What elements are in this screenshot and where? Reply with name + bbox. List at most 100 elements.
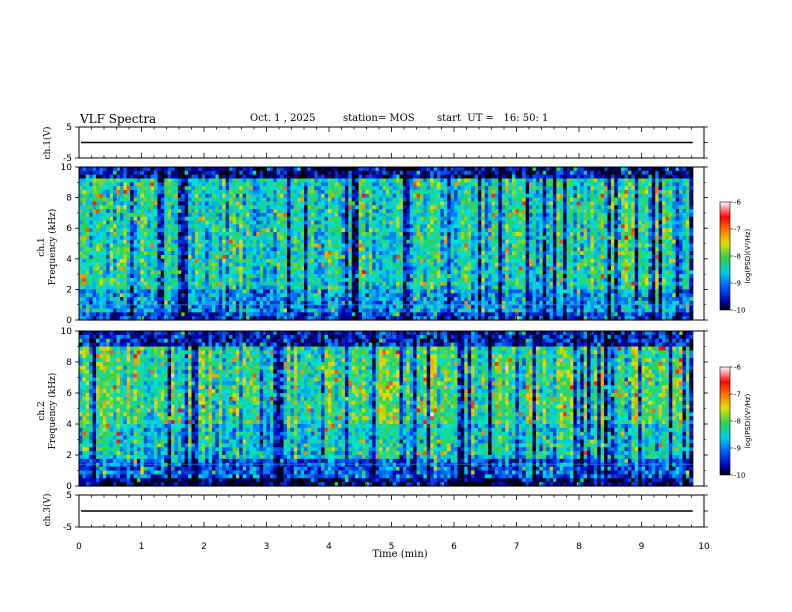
spectrogram-cell: [324, 224, 329, 229]
spectrogram-cell: [280, 293, 285, 298]
spectrogram-cell: [450, 174, 455, 180]
spectrogram-cell: [351, 300, 356, 306]
spectrogram-cell: [174, 308, 179, 313]
spectrogram-cell: [304, 304, 309, 310]
spectrogram-cell: [454, 178, 459, 183]
spectrogram-cell: [229, 312, 234, 317]
spectrogram-cell: [341, 212, 346, 218]
spectrogram-cell: [327, 293, 332, 298]
spectrogram-cell: [273, 182, 278, 187]
spectrogram-cell: [307, 251, 312, 256]
spectrogram-cell: [365, 289, 370, 294]
spectrogram-cell: [484, 304, 489, 310]
spectrogram-cell: [413, 220, 418, 225]
spectrogram-cell: [430, 277, 435, 283]
spectrogram-cell: [467, 258, 472, 264]
spectrogram-cell: [416, 235, 421, 241]
spectrogram-cell: [143, 189, 148, 195]
spectrogram-cell: [82, 289, 87, 294]
spectrogram-cell: [338, 274, 343, 279]
spectrogram-cell: [222, 189, 227, 195]
spectrogram-cell: [426, 251, 431, 256]
spectrogram-cell: [471, 174, 476, 180]
spectrogram-cell: [194, 274, 199, 279]
spectrogram-cell: [174, 239, 179, 245]
spectrogram-cell: [205, 247, 210, 252]
spectrogram-cell: [252, 251, 257, 256]
spectrogram-cell: [491, 228, 496, 233]
spectrogram-cell: [154, 216, 159, 222]
spectrogram-cell: [174, 254, 179, 260]
spectrogram-cell: [208, 235, 213, 241]
spectrogram-cell: [443, 209, 448, 214]
spectrogram-cell: [304, 170, 309, 176]
spectrogram-cell: [225, 182, 230, 187]
spectrogram-cell: [171, 254, 176, 260]
spectrogram-cell: [116, 220, 121, 225]
spectrogram-cell: [413, 247, 418, 252]
spectrogram-cell: [99, 258, 104, 264]
spectrogram-cell: [167, 228, 172, 233]
spectrogram-cell: [344, 212, 349, 218]
spectrogram-cell: [208, 216, 213, 222]
spectrogram-cell: [263, 209, 268, 214]
spectrogram-cell: [430, 174, 435, 180]
spectrogram-cell: [413, 212, 418, 218]
spectrogram-cell: [211, 182, 216, 187]
spectrogram-cell: [454, 197, 459, 203]
spectrogram-cell: [426, 205, 431, 210]
spectrogram-cell: [201, 232, 206, 237]
spectrogram-cell: [106, 247, 111, 252]
spectrogram-cell: [252, 289, 257, 294]
spectrogram-cell: [276, 224, 281, 229]
spectrogram-cell: [263, 289, 268, 294]
spectrogram-cell: [402, 178, 407, 183]
spectrogram-cell: [123, 297, 128, 302]
spectrogram-cell: [471, 262, 476, 268]
spectrogram-cell: [208, 297, 213, 302]
spectrogram-cell: [375, 293, 380, 298]
spectrogram-cell: [355, 262, 360, 268]
spectrogram-cell: [96, 254, 101, 260]
spectrogram-cell: [310, 189, 315, 195]
spectrogram-cell: [205, 182, 210, 187]
spectrogram-cell: [266, 189, 271, 195]
y-tick-label: -5: [63, 154, 72, 164]
spectrogram-cell: [437, 205, 442, 210]
spectrogram-cell: [208, 277, 213, 283]
spectrogram-cell: [194, 270, 199, 275]
spectrogram-cell: [280, 243, 285, 248]
spectrogram-cell: [365, 308, 370, 313]
spectrogram-cell: [481, 235, 486, 241]
spectrogram-cell: [242, 209, 247, 214]
spectrogram-cell: [79, 274, 84, 279]
spectrogram-cell: [205, 186, 210, 191]
spectrogram-cell: [99, 205, 104, 210]
spectrogram-cell: [82, 182, 87, 187]
spectrogram-cell: [188, 243, 193, 248]
spectrogram-cell: [293, 277, 298, 283]
spectrogram-cell: [276, 235, 281, 241]
spectrogram-cell: [211, 274, 216, 279]
spectrogram-cell: [191, 281, 196, 287]
spectrogram-cell: [375, 212, 380, 218]
spectrogram-cell: [433, 285, 438, 290]
spectrogram-cell: [290, 167, 295, 172]
spectrogram-cell: [147, 239, 152, 245]
spectrogram-cell: [150, 254, 155, 260]
spectrogram-cell: [491, 285, 496, 290]
spectrogram-cell: [365, 262, 370, 268]
spectrogram-cell: [297, 216, 302, 222]
spectrogram-cell: [99, 316, 104, 321]
spectrogram-cell: [235, 243, 240, 248]
spectrogram-cell: [484, 251, 489, 256]
spectrogram-cell: [358, 220, 363, 225]
spectrogram-cell: [205, 293, 210, 298]
spectrogram-cell: [147, 285, 152, 290]
spectrogram-cell: [440, 262, 445, 268]
spectrogram-cell: [252, 293, 257, 298]
spectrogram-cell: [85, 220, 90, 225]
spectrogram-cell: [317, 224, 322, 229]
spectrogram-cell: [389, 251, 394, 256]
spectrogram-cell: [362, 228, 367, 233]
